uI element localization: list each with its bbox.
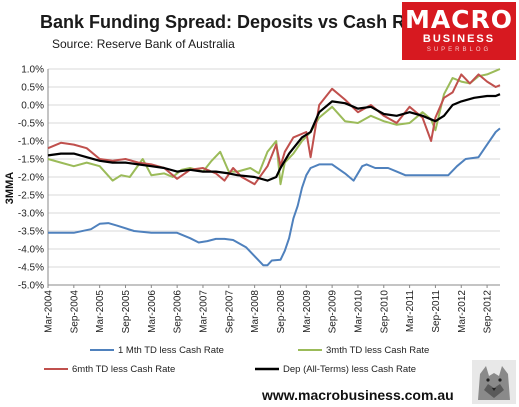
y-tick-label: 1.0% [21,65,44,76]
y-tick-label: -3.5% [18,227,44,238]
chart-title: Bank Funding Spread: Deposits vs Cash Ra… [40,12,432,32]
series-line-3 [47,73,501,186]
legend-label: 1 Mth TD less Cash Rate [118,345,224,356]
y-tick-label: -4.0% [18,245,44,256]
series-line-4 [47,93,501,182]
y-tick-label: -2.0% [18,173,44,184]
y-tick-label: -3.0% [18,209,44,220]
legend-label: 3mth TD less Cash Rate [326,345,429,356]
y-tick-label: 0.0% [21,101,44,112]
x-tick-label: Sep-2004 [69,290,80,334]
x-tick-label: Sep-2010 [379,290,390,334]
y-tick-label: -1.5% [18,155,44,166]
legend: 1 Mth TD less Cash Rate 3mth TD less Cash… [44,345,429,375]
y-axis: 1.0% 0.5% 0.0% -0.5% -1.0% -1.5% -2.0% -2.5% -3.… [18,65,49,292]
website-link[interactable]: www.macrobusiness.com.au [262,387,454,403]
x-tick-label: Sep-2008 [276,290,287,334]
x-tick-label: Mar-2008 [250,290,261,333]
x-tick-label: Mar-2006 [147,290,158,333]
x-tick-label: Sep-2007 [224,290,235,334]
y-axis-label: 3MMA [4,172,16,204]
x-tick-label: Mar-2004 [44,290,55,333]
chart-subtitle: Source: Reserve Bank of Australia [52,37,235,51]
x-tick-label: Sep-2005 [121,290,132,334]
logo-main-text: MACRO [404,5,514,34]
x-tick-label: Mar-2012 [457,290,468,333]
y-tick-label: -5.0% [18,281,44,292]
logo-sub-text: BUSINESS [422,33,496,45]
y-tick-label: -2.5% [18,191,44,202]
x-tick-label: Sep-2012 [483,290,494,334]
legend-label: 6mth TD less Cash Rate [72,364,175,375]
macrobusiness-logo[interactable]: MACRO BUSINESS SUPERBLOG [402,2,516,60]
x-tick-label: Mar-2011 [405,290,416,332]
logo-tagline: SUPERBLOG [426,47,492,53]
x-tick-label: Mar-2007 [198,290,209,333]
wolf-emblem-icon [472,360,516,404]
x-tick-label: Mar-2005 [95,290,106,333]
x-tick-label: Sep-2009 [328,290,339,334]
series-line-1 [48,127,501,267]
x-tick-label: Mar-2010 [353,290,364,333]
legend-label: Dep (All-Terms) less Cash Rate [283,364,416,375]
x-axis: Mar-2004 Sep-2004 Mar-2005 Sep-2005 Mar-2006… [44,284,500,334]
y-tick-label: -4.5% [18,263,44,274]
y-tick-label: 0.5% [21,83,44,94]
series-line-2 [47,68,501,186]
x-tick-label: Mar-2009 [302,290,313,333]
x-tick-label: Sep-2011 [431,290,442,333]
y-tick-label: -0.5% [18,119,44,130]
x-tick-label: Sep-2006 [173,290,184,334]
y-tick-label: -1.0% [18,137,44,148]
series-lines [47,68,501,267]
